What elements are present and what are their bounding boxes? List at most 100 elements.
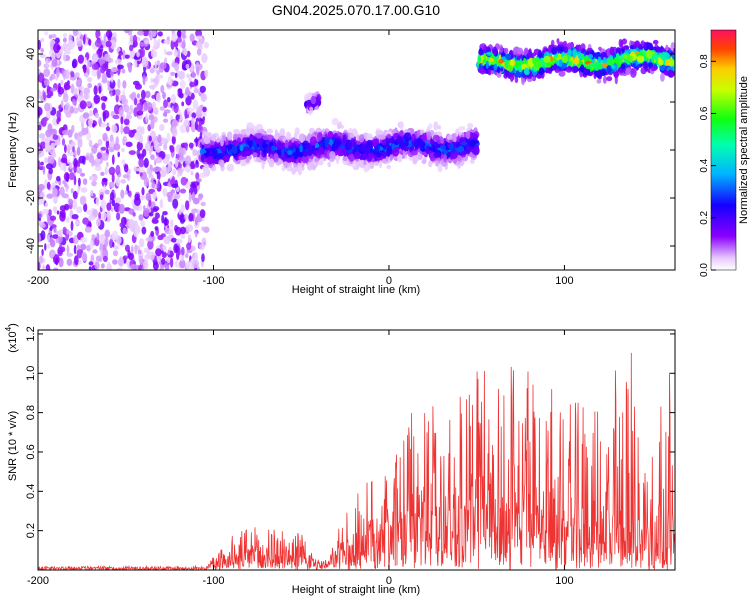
spectrogram-signal-blob bbox=[514, 60, 520, 68]
spectrogram-noise-blob bbox=[188, 213, 194, 222]
spectrogram-noise-blob bbox=[115, 94, 119, 103]
spectrogram-noise-blob bbox=[66, 80, 70, 86]
spectrogram-noise-blob bbox=[163, 39, 170, 45]
spectrogram-noise-blob bbox=[48, 209, 52, 217]
spectrogram-signal-blob bbox=[337, 124, 341, 130]
spectrogram-noise-blob bbox=[173, 49, 178, 57]
spectrogram-noise-blob bbox=[156, 171, 161, 181]
spectrogram-noise-blob bbox=[193, 88, 199, 94]
spectrogram-signal-blob bbox=[645, 49, 653, 59]
spectrogram-noise-blob bbox=[38, 183, 45, 191]
spectrogram-noise-blob bbox=[145, 237, 153, 242]
spectrogram-noise-blob bbox=[64, 102, 71, 113]
spectrogram-noise-blob bbox=[38, 89, 42, 99]
spectrogram-noise-blob bbox=[185, 261, 192, 270]
spectrogram-signal-blob bbox=[305, 144, 312, 150]
spectrogram-noise-blob bbox=[44, 102, 51, 112]
spectrogram-noise-blob bbox=[95, 197, 100, 207]
spectrogram-noise-blob bbox=[90, 157, 95, 167]
spectrogram-noise-blob bbox=[40, 37, 45, 43]
spectrogram-noise-blob bbox=[71, 60, 77, 69]
spectrogram-noise-blob bbox=[79, 195, 87, 206]
spectrogram-noise-blob bbox=[120, 124, 123, 135]
spectrogram-signal-blob bbox=[609, 46, 615, 56]
spectrogram-noise-blob bbox=[162, 137, 167, 144]
spectrogram-noise-blob bbox=[53, 42, 60, 54]
spectrogram-noise-blob bbox=[102, 255, 108, 263]
spectrogram-noise-blob bbox=[50, 73, 56, 80]
spectrogram-noise-blob bbox=[171, 93, 176, 104]
spectrogram-noise-blob bbox=[68, 198, 74, 206]
spectrogram-noise-blob bbox=[152, 217, 158, 224]
spectrogram-noise-blob bbox=[50, 87, 57, 92]
spectrogram-noise-blob bbox=[62, 37, 67, 43]
spectrogram-noise-blob bbox=[129, 223, 136, 233]
spectrogram-noise-blob bbox=[62, 129, 69, 136]
spectrogram-noise-blob bbox=[201, 226, 206, 231]
spectrogram-signal-blob bbox=[669, 60, 674, 67]
spectrogram-noise-blob bbox=[71, 199, 78, 210]
spectrogram-noise-blob bbox=[122, 49, 126, 60]
spectrogram-noise-blob bbox=[172, 168, 177, 176]
spectrogram-noise-blob bbox=[191, 112, 197, 119]
spectrogram-noise-blob bbox=[105, 139, 110, 149]
chart-title: GN04.2025.070.17.00.G10 bbox=[272, 2, 440, 18]
spectrogram-signal-blob bbox=[598, 46, 602, 51]
spectrogram-signal-blob bbox=[226, 131, 233, 141]
spectrogram-noise-blob bbox=[106, 122, 110, 127]
spectrogram-noise-blob bbox=[155, 146, 161, 153]
spectrogram-noise-blob bbox=[87, 77, 93, 83]
spectrogram-noise-blob bbox=[141, 89, 146, 100]
spectrogram-signal-blob bbox=[621, 38, 628, 45]
spectrogram-signal-blob bbox=[233, 128, 241, 135]
spectrogram-noise-blob bbox=[120, 189, 125, 199]
spectrogram-noise-blob bbox=[156, 39, 161, 45]
spectrogram-noise-blob bbox=[171, 135, 176, 145]
spectrogram-noise-blob bbox=[53, 115, 56, 123]
spectrogram-signal-blob bbox=[212, 134, 216, 143]
spectrogram-noise-blob bbox=[124, 164, 129, 173]
spectrogram-signal-blob bbox=[660, 72, 665, 82]
spectrogram-noise-blob bbox=[146, 102, 153, 111]
spectrogram-signal-blob bbox=[206, 156, 213, 165]
spectrogram-noise-blob bbox=[181, 101, 185, 107]
spectrogram-ytick-label: 40 bbox=[25, 48, 37, 60]
spectrogram-noise-blob bbox=[150, 49, 158, 58]
spectrogram-noise-blob bbox=[80, 243, 87, 251]
spectrogram-noise-blob bbox=[94, 261, 100, 270]
spectrogram-noise-blob bbox=[134, 224, 141, 234]
spectrogram-noise-blob bbox=[169, 228, 174, 235]
spectrogram-noise-blob bbox=[192, 259, 200, 269]
spectrogram-noise-blob bbox=[138, 214, 144, 221]
spectrogram-noise-blob bbox=[162, 244, 166, 250]
snr-multiplier-close: ) bbox=[7, 323, 19, 327]
spectrogram-noise-blob bbox=[94, 112, 100, 119]
spectrogram-noise-blob bbox=[204, 69, 209, 78]
spectrogram-noise-blob bbox=[181, 41, 186, 49]
spectrogram-ytick-label: -20 bbox=[25, 190, 37, 206]
spectrogram-signal-blob bbox=[659, 64, 666, 71]
spectrogram-noise-blob bbox=[117, 151, 120, 158]
spectrogram-noise-blob bbox=[125, 141, 133, 147]
spectrogram-noise-blob bbox=[62, 53, 67, 62]
spectrogram-signal-blob bbox=[433, 121, 439, 131]
spectrogram-signal-blob bbox=[255, 132, 263, 138]
spectrogram-noise-blob bbox=[58, 235, 63, 243]
spectrogram-noise-blob bbox=[163, 143, 168, 151]
spectrogram-noise-blob bbox=[184, 109, 188, 120]
spectrogram-signal-blob bbox=[571, 66, 579, 74]
spectrogram-noise-blob bbox=[195, 159, 198, 165]
spectrogram-signal-blob bbox=[593, 61, 601, 71]
spectrogram-noise-blob bbox=[106, 161, 109, 168]
spectrogram-noise-blob bbox=[105, 126, 111, 132]
spectrogram-signal-blob bbox=[285, 131, 291, 139]
spectrogram-signal-blob bbox=[366, 133, 374, 141]
spectrogram-noise-blob bbox=[138, 249, 142, 255]
spectrogram-noise-blob bbox=[150, 145, 154, 152]
spectrogram-noise-blob bbox=[184, 164, 191, 173]
snr-ytick-label: 0.4 bbox=[25, 484, 37, 499]
spectrogram-signal-blob bbox=[317, 131, 323, 142]
spectrogram-noise-blob bbox=[117, 64, 124, 70]
spectrogram-signal-blob bbox=[482, 58, 488, 64]
spectrogram-noise-blob bbox=[42, 165, 46, 175]
